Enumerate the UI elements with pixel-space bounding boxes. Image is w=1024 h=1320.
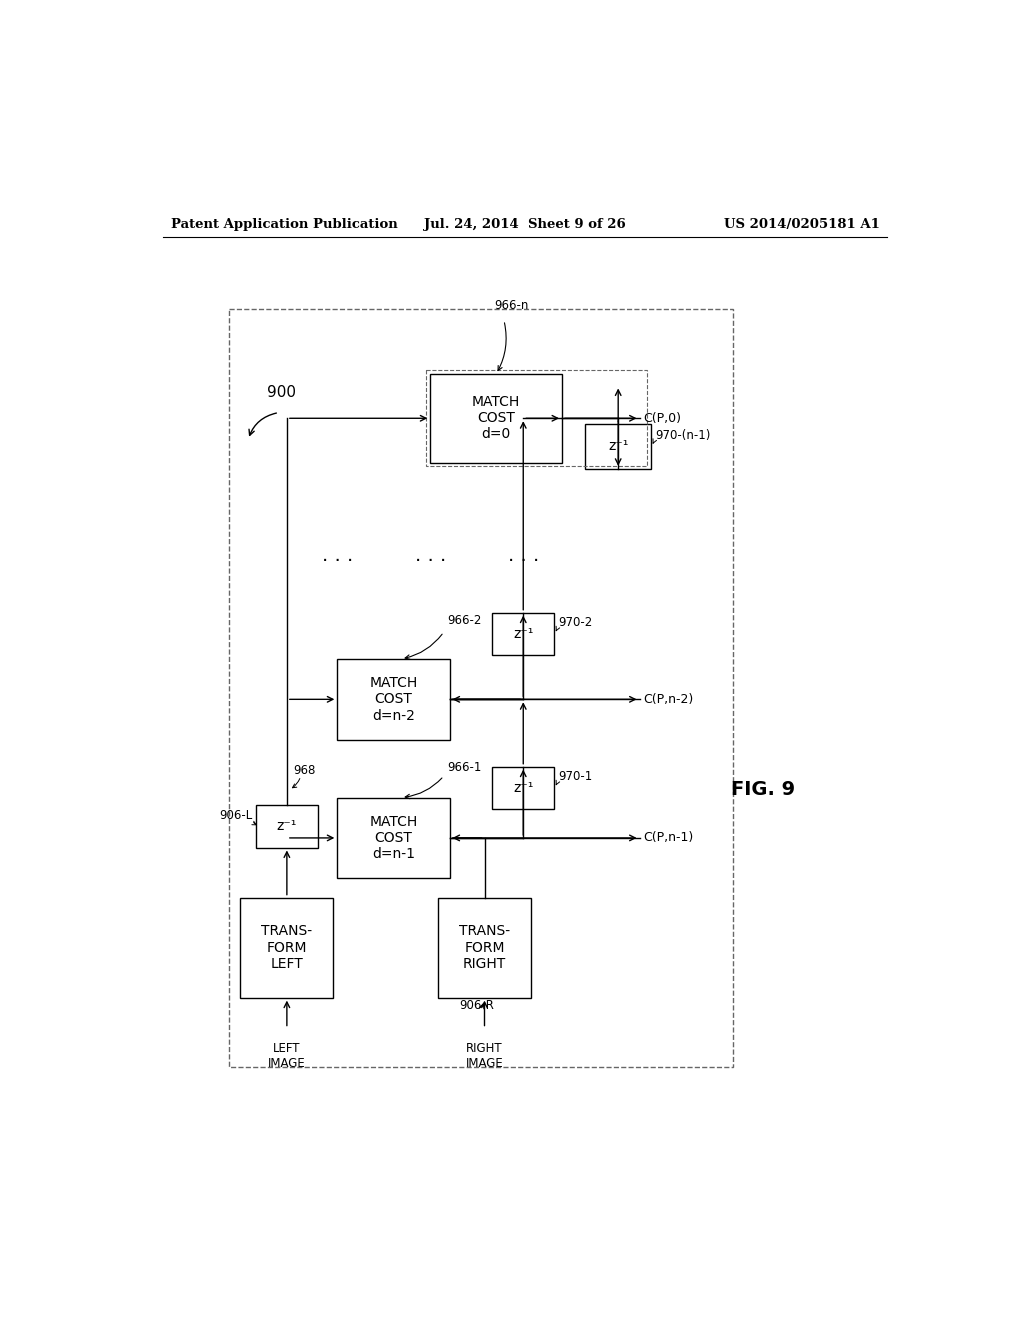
Text: 900: 900 bbox=[267, 385, 297, 400]
Text: . . .: . . . bbox=[508, 545, 539, 565]
Bar bbox=[256, 805, 317, 847]
Text: z⁻¹: z⁻¹ bbox=[276, 820, 297, 833]
Text: z⁻¹: z⁻¹ bbox=[513, 627, 534, 642]
Text: RIGHT
IMAGE: RIGHT IMAGE bbox=[466, 1043, 504, 1071]
Bar bbox=[430, 374, 562, 462]
Bar bbox=[337, 659, 450, 739]
Bar bbox=[228, 309, 732, 1067]
Bar bbox=[337, 797, 450, 878]
Text: C(P,n-2): C(P,n-2) bbox=[643, 693, 693, 706]
Text: 970-(n-1): 970-(n-1) bbox=[655, 429, 711, 442]
Text: TRANS-
FORM
RIGHT: TRANS- FORM RIGHT bbox=[459, 924, 510, 970]
Text: C(P,0): C(P,0) bbox=[643, 412, 681, 425]
Text: MATCH
COST
d=n-2: MATCH COST d=n-2 bbox=[370, 676, 418, 722]
Bar bbox=[426, 370, 647, 466]
Text: . . .: . . . bbox=[322, 545, 353, 565]
Text: 966-1: 966-1 bbox=[447, 760, 482, 774]
Text: Jul. 24, 2014  Sheet 9 of 26: Jul. 24, 2014 Sheet 9 of 26 bbox=[424, 218, 626, 231]
Text: Patent Application Publication: Patent Application Publication bbox=[171, 218, 397, 231]
Text: 966-2: 966-2 bbox=[447, 614, 482, 627]
Text: 966-n: 966-n bbox=[495, 298, 528, 312]
Text: z⁻¹: z⁻¹ bbox=[608, 440, 629, 453]
Text: FIG. 9: FIG. 9 bbox=[731, 780, 796, 800]
Bar bbox=[438, 898, 531, 998]
Text: LEFT
IMAGE: LEFT IMAGE bbox=[268, 1043, 306, 1071]
Text: C(P,n-1): C(P,n-1) bbox=[643, 832, 693, 845]
Bar bbox=[586, 424, 651, 469]
Text: TRANS-
FORM
LEFT: TRANS- FORM LEFT bbox=[261, 924, 312, 970]
Text: 970-1: 970-1 bbox=[558, 770, 592, 783]
Text: 906-L: 906-L bbox=[219, 809, 252, 821]
Text: z⁻¹: z⁻¹ bbox=[513, 781, 534, 795]
Bar bbox=[493, 612, 554, 655]
Text: US 2014/0205181 A1: US 2014/0205181 A1 bbox=[724, 218, 880, 231]
Text: . . .: . . . bbox=[415, 545, 445, 565]
Bar bbox=[241, 898, 334, 998]
Text: 968: 968 bbox=[293, 764, 315, 777]
Bar bbox=[493, 767, 554, 809]
Text: 970-2: 970-2 bbox=[558, 616, 592, 630]
Text: 906-R: 906-R bbox=[460, 999, 495, 1012]
Text: MATCH
COST
d=n-1: MATCH COST d=n-1 bbox=[370, 814, 418, 861]
Text: MATCH
COST
d=0: MATCH COST d=0 bbox=[472, 395, 520, 441]
